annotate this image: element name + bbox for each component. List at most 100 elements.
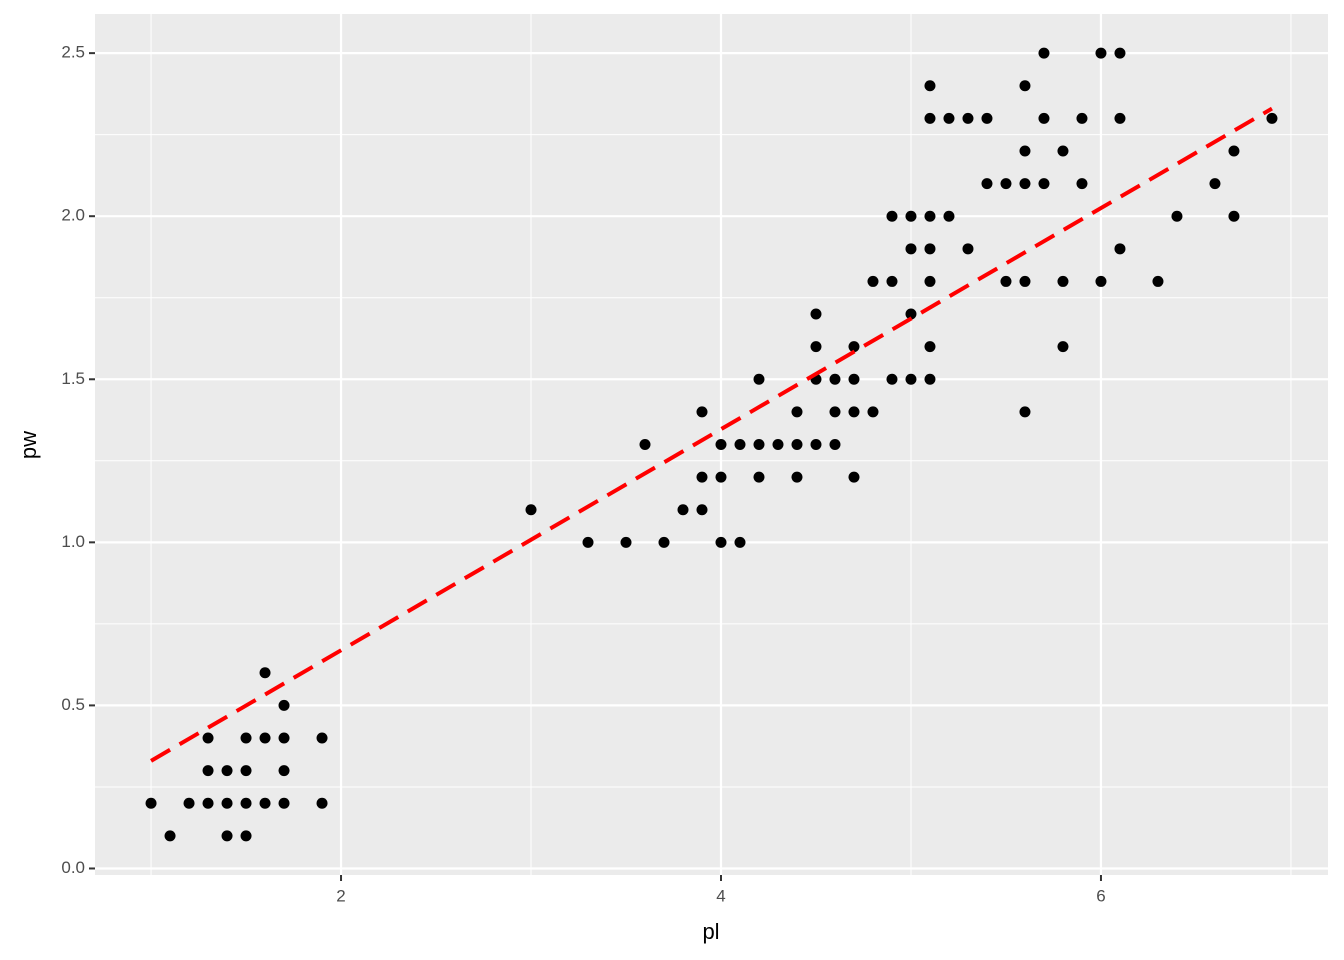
point [278, 699, 290, 711]
point [715, 439, 727, 450]
point [1000, 178, 1012, 190]
point [829, 406, 841, 418]
point [715, 536, 727, 548]
point [924, 243, 936, 255]
y-axis-title: pw [16, 431, 41, 459]
point [1076, 112, 1088, 124]
point [924, 373, 936, 385]
point [924, 112, 936, 124]
point [924, 210, 936, 222]
point [734, 536, 746, 548]
point [202, 797, 214, 809]
point [1209, 178, 1221, 190]
point [924, 80, 936, 92]
point [1114, 47, 1126, 59]
point [943, 210, 955, 222]
x-axis-title: pl [702, 919, 719, 944]
point [1038, 178, 1050, 190]
point [1152, 275, 1164, 287]
point [810, 308, 822, 320]
point [753, 471, 765, 483]
point [316, 797, 328, 809]
point [278, 765, 290, 777]
point [202, 765, 214, 777]
point [791, 471, 803, 483]
point [582, 536, 594, 548]
point [715, 471, 727, 483]
point [221, 797, 233, 809]
point [278, 797, 290, 809]
point [202, 732, 214, 744]
point [848, 373, 860, 385]
point [753, 373, 765, 385]
point [639, 439, 651, 450]
y-tick-label: 1.0 [61, 532, 85, 551]
point [1057, 145, 1069, 157]
y-tick-label: 0.0 [61, 858, 85, 877]
trend-line [150, 106, 1273, 763]
panel [95, 14, 1328, 875]
point [240, 830, 252, 842]
point [867, 406, 879, 418]
point [259, 667, 271, 679]
point [924, 275, 936, 287]
point [848, 341, 860, 353]
point [1095, 275, 1107, 287]
point [1019, 80, 1031, 92]
point [791, 406, 803, 418]
point [848, 471, 860, 483]
point [278, 732, 290, 744]
point [753, 439, 765, 450]
point [240, 797, 252, 809]
grid [95, 14, 1328, 875]
point [1000, 275, 1012, 287]
point [867, 275, 879, 287]
marks [145, 47, 1278, 842]
point [1076, 178, 1088, 190]
point [1038, 112, 1050, 124]
point [905, 308, 917, 320]
y-tick-label: 2.0 [61, 206, 85, 225]
point [1171, 210, 1183, 222]
point [829, 373, 841, 385]
point [905, 373, 917, 385]
point [791, 439, 803, 450]
point [183, 797, 195, 809]
point [658, 536, 670, 548]
point [905, 210, 917, 222]
y-tick-label: 0.5 [61, 695, 85, 714]
point [1114, 112, 1126, 124]
y-tick-label: 1.5 [61, 369, 85, 388]
point [886, 275, 898, 287]
point [886, 210, 898, 222]
point [962, 243, 974, 255]
point [981, 178, 993, 190]
point [620, 536, 632, 548]
point [1228, 210, 1240, 222]
point [1019, 406, 1031, 418]
point [962, 112, 974, 124]
point [221, 765, 233, 777]
point [905, 243, 917, 255]
point [981, 112, 993, 124]
point [772, 439, 784, 450]
point [240, 732, 252, 744]
point [316, 732, 328, 744]
point [696, 406, 708, 418]
point [810, 341, 822, 353]
point [734, 439, 746, 450]
point [886, 373, 898, 385]
x-tick-label: 4 [716, 886, 725, 905]
point [1114, 243, 1126, 255]
point [1228, 145, 1240, 157]
point [924, 341, 936, 353]
point [240, 765, 252, 777]
point [1095, 47, 1107, 59]
point [696, 504, 708, 516]
x-tick-label: 6 [1096, 886, 1105, 905]
point [164, 830, 176, 842]
point [696, 471, 708, 483]
point [1019, 178, 1031, 190]
y-tick-label: 2.5 [61, 43, 85, 62]
